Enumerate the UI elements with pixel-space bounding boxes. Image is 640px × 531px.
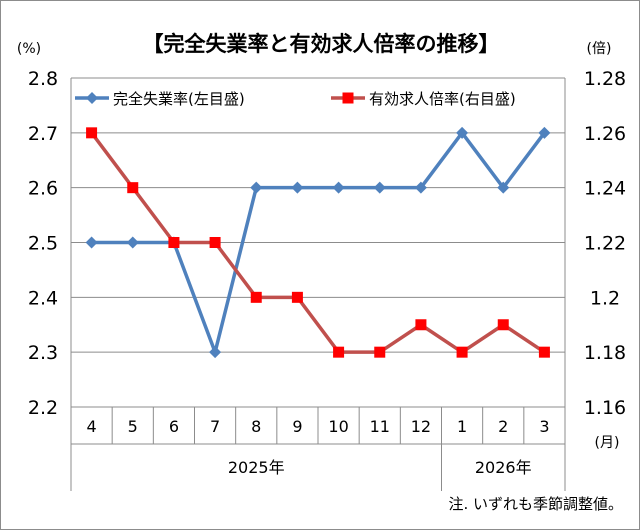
data-point <box>209 346 222 359</box>
data-point <box>250 181 263 194</box>
left-tick-label: 2.2 <box>28 397 58 419</box>
category-label: 6 <box>169 417 179 436</box>
data-point <box>497 181 510 194</box>
right-tick-label: 1.26 <box>584 123 626 145</box>
data-point <box>538 126 551 139</box>
right-tick-label: 1.18 <box>584 342 626 364</box>
category-label: 2 <box>498 417 508 436</box>
category-label: 12 <box>411 417 431 436</box>
data-point <box>168 237 180 248</box>
data-point <box>291 291 303 303</box>
category-label: 4 <box>86 417 96 436</box>
category-label: 1 <box>457 417 467 436</box>
legend-label: 完全失業率(左目盛) <box>113 90 245 108</box>
left-tick-label: 2.5 <box>28 233 58 255</box>
data-point <box>456 126 469 139</box>
right-tick-label: 1.16 <box>584 397 626 419</box>
plot-area: 2.2 2.3 2.4 2.5 2.6 2.7 2.8 1.16 1.18 1.2 1.22 1.24… <box>28 68 626 491</box>
right-tick-label: 1.22 <box>584 233 626 255</box>
category-label: 5 <box>128 417 138 436</box>
data-point <box>250 291 262 303</box>
left-tick-label: 2.8 <box>28 68 58 90</box>
data-point <box>127 182 139 194</box>
left-tick-label: 2.7 <box>28 123 58 145</box>
month-axis-unit: (月) <box>595 435 620 451</box>
category-label: 7 <box>210 417 220 436</box>
data-point <box>86 127 98 139</box>
category-label: 9 <box>292 417 302 436</box>
legend-label: 有効求人倍率(右目盛) <box>369 90 516 108</box>
left-tick-label: 2.6 <box>28 178 58 200</box>
right-tick-label: 1.24 <box>584 178 626 200</box>
footnote: 注. いずれも季節調整値。 <box>448 495 623 513</box>
year-label: 2026年 <box>475 458 532 477</box>
category-label: 3 <box>539 417 549 436</box>
data-point <box>415 319 427 331</box>
right-tick-label: 1.2 <box>590 287 620 309</box>
year-label: 2025年 <box>228 458 285 477</box>
legend-marker <box>86 92 98 104</box>
data-point <box>291 181 304 194</box>
series-line <box>91 131 546 354</box>
data-point <box>209 237 221 248</box>
data-point <box>497 319 509 331</box>
data-point <box>414 181 427 194</box>
left-tick-label: 2.4 <box>28 287 58 309</box>
data-point <box>126 236 139 249</box>
data-point <box>374 346 386 358</box>
category-label: 11 <box>370 417 390 436</box>
data-point <box>373 181 386 194</box>
data-point <box>332 181 345 194</box>
chart-title: 【完全失業率と有効求人倍率の推移】 <box>143 32 500 56</box>
left-tick-label: 2.3 <box>28 342 58 364</box>
legend-marker <box>342 92 354 104</box>
category-label: 8 <box>251 417 261 436</box>
data-point <box>538 346 550 358</box>
right-axis-unit: (倍) <box>587 41 612 57</box>
data-point <box>456 346 468 358</box>
legend: 完全失業率(左目盛) 有効求人倍率(右目盛) <box>75 90 516 108</box>
data-point <box>85 236 98 249</box>
right-tick-label: 1.28 <box>584 68 626 90</box>
category-label: 10 <box>328 417 348 436</box>
series-line <box>90 131 546 354</box>
left-axis-unit: (%) <box>17 41 41 57</box>
data-point <box>333 346 345 358</box>
